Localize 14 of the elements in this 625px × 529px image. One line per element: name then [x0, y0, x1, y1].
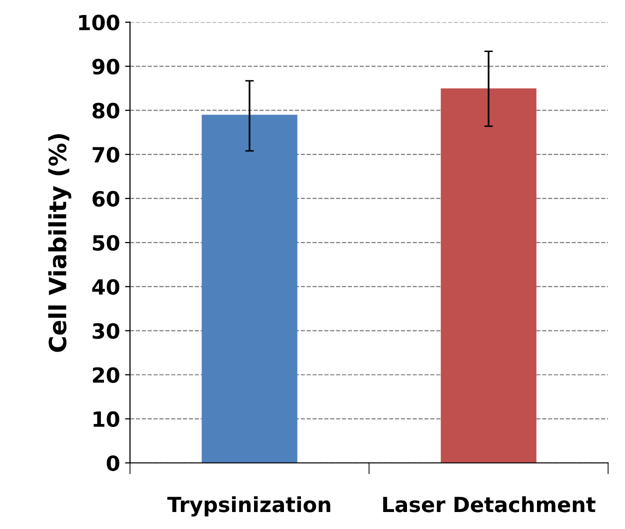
- y-tick-label: 10: [94, 411, 120, 428]
- y-tick-label: 90: [92, 58, 120, 74]
- x-tick-label: Laser Detachment: [383, 496, 596, 512]
- y-tick-label: 60: [92, 190, 120, 207]
- y-tick-label: 20: [92, 367, 120, 383]
- y-tick-label: 70: [92, 146, 120, 163]
- y-tick-label: 80: [92, 102, 120, 119]
- y-tick-label: 40: [92, 279, 120, 295]
- y-tick-label: 100: [79, 14, 120, 30]
- y-tick-label: 30: [92, 323, 120, 339]
- y-axis-title: Cell Viability (%): [48, 134, 72, 352]
- y-tick-label: 0: [106, 455, 120, 472]
- x-tick-label: Trypsinization: [167, 496, 330, 517]
- y-tick-label: 50: [92, 235, 120, 251]
